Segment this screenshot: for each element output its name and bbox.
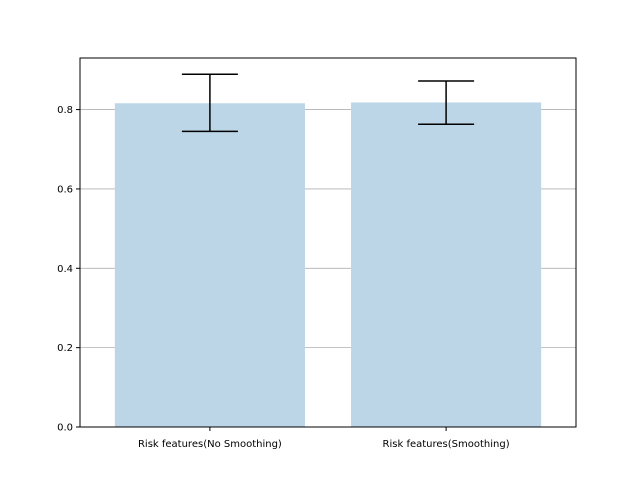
y-tick-label: 0.6 bbox=[57, 184, 73, 195]
y-axis-ticks: 0.0 0.2 0.4 0.6 0.8 bbox=[57, 105, 80, 434]
y-tick-label: 0.4 bbox=[57, 264, 73, 275]
x-tick-label: Risk features(Smoothing) bbox=[383, 439, 510, 450]
x-tick-label: Risk features(No Smoothing) bbox=[138, 439, 282, 450]
y-tick-label: 0.8 bbox=[57, 105, 73, 116]
y-tick-label: 0.2 bbox=[57, 343, 73, 354]
y-tick-label: 0.0 bbox=[57, 423, 73, 434]
bar bbox=[351, 102, 542, 427]
x-axis-ticks: Risk features(No Smoothing) Risk features… bbox=[138, 427, 510, 450]
bars bbox=[114, 102, 542, 427]
bar bbox=[114, 103, 305, 427]
error-bars bbox=[181, 73, 475, 133]
plot-frame bbox=[79, 57, 577, 428]
